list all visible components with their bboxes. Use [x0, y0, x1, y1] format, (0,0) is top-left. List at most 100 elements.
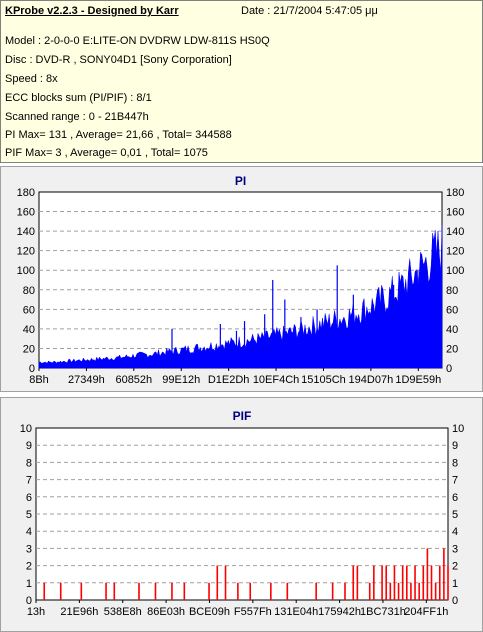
y-tick-label-right: 80 [446, 285, 458, 297]
chart-title: PIF [233, 409, 252, 423]
y-tick-label-right: 60 [446, 304, 458, 316]
y-tick-label-left: 4 [26, 526, 32, 538]
y-tick-label-right: 0 [446, 363, 452, 375]
pif-bar [43, 582, 46, 600]
y-tick-label-left: 5 [26, 509, 32, 521]
y-tick-label-right: 140 [446, 226, 464, 238]
y-tick-label-left: 2 [26, 561, 32, 573]
y-tick-label-right: 4 [452, 526, 458, 538]
pif-bar [438, 565, 441, 600]
chart-title: PI [235, 174, 246, 188]
x-tick-label: 204FF1h [404, 606, 448, 618]
pi-chart-panel: PI 0 0 20 20 40 40 60 60 80 80 100 100 120 120 140 140 16… [0, 166, 483, 392]
x-tick-label: 131E04h [274, 606, 318, 618]
y-tick-label-left: 6 [26, 492, 32, 504]
pif-bar [154, 582, 157, 600]
info-disc: Disc : DVD-R , SONY04D1 [Sony Corporatio… [5, 54, 232, 66]
x-tick-label: 1BC731h [360, 606, 406, 618]
x-tick-label: 60852h [115, 374, 152, 386]
x-tick-label: F557Fh [234, 606, 272, 618]
pif-bar [113, 582, 116, 600]
pif-bar [356, 565, 359, 600]
pif-bar [393, 565, 396, 600]
y-tick-label-right: 20 [446, 343, 458, 355]
pif-bar [352, 565, 355, 600]
y-tick-label-left: 0 [26, 595, 32, 607]
y-tick-label-left: 7 [26, 475, 32, 487]
y-tick-label-left: 9 [26, 440, 32, 452]
pif-bar [397, 582, 400, 600]
scan-date: Date : 21/7/2004 5:47:05 μμ [241, 5, 378, 17]
pif-bar [216, 565, 219, 600]
x-tick-label: 13h [27, 606, 45, 618]
pif-bar [447, 565, 449, 600]
pi-series-area [38, 225, 443, 369]
pif-bar [224, 565, 227, 600]
y-tick-label-left: 20 [23, 343, 35, 355]
info-speed: Speed : 8x [5, 73, 58, 85]
info-panel: KProbe v2.2.3 - Designed by Karr Date : … [0, 0, 483, 163]
y-tick-label-right: 100 [446, 265, 464, 277]
y-tick-label-left: 160 [17, 207, 35, 219]
pif-chart-panel: PIF 0 0 1 1 2 2 3 3 4 4 5 5 6 6 7 7 8 8 9 9 10 10 13h 21E96h 538E… [0, 397, 483, 632]
info-pi-summary: PI Max= 131 , Average= 21,66 , Total= 34… [5, 129, 232, 141]
y-tick-label-left: 180 [17, 187, 35, 199]
x-tick-label: 538E8h [104, 606, 142, 618]
pif-bar [183, 582, 186, 600]
info-range: Scanned range : 0 - 21B447h [5, 111, 149, 123]
pif-bar [410, 582, 412, 600]
pif-bar [105, 582, 107, 600]
pif-bar [381, 565, 383, 600]
y-tick-label-right: 180 [446, 187, 464, 199]
x-tick-label: 21E96h [60, 606, 98, 618]
pif-bar [389, 582, 392, 600]
y-tick-label-right: 7 [452, 475, 458, 487]
y-tick-label-left: 1 [26, 578, 32, 590]
x-tick-label: D1E2Dh [208, 374, 250, 386]
y-tick-label-left: 140 [17, 226, 35, 238]
pif-bar [208, 582, 210, 600]
x-tick-label: 27349h [68, 374, 105, 386]
info-model: Model : 2-0-0-0 E:LITE-ON DVDRW LDW-811S… [5, 35, 270, 47]
y-tick-label-left: 8 [26, 457, 32, 469]
x-tick-label: 175942h [318, 606, 361, 618]
y-tick-label-left: 60 [23, 304, 35, 316]
pif-bar [368, 582, 371, 600]
y-tick-label-right: 5 [452, 509, 458, 521]
y-tick-label-right: 40 [446, 324, 458, 336]
pif-bar [249, 582, 252, 600]
x-tick-label: 15105Ch [301, 374, 346, 386]
pif-bar [422, 565, 425, 600]
y-tick-label-left: 80 [23, 285, 35, 297]
x-tick-label: BCE09h [189, 606, 230, 618]
y-tick-label-left: 100 [17, 265, 35, 277]
pif-bar [344, 582, 346, 600]
pif-bar [426, 548, 429, 600]
y-tick-label-left: 40 [23, 324, 35, 336]
pif-bar [418, 582, 420, 600]
y-tick-label-right: 10 [452, 423, 464, 435]
x-tick-label: 10EF4Ch [253, 374, 299, 386]
y-tick-label-left: 10 [20, 423, 32, 435]
pif-bar [315, 582, 317, 600]
pif-chart: PIF 0 0 1 1 2 2 3 3 4 4 5 5 6 6 7 7 8 8 9 9 10 10 13h 21E96h 538E… [20, 409, 465, 618]
y-tick-label-right: 2 [452, 561, 458, 573]
pif-bar [406, 565, 408, 600]
pif-bar [414, 565, 416, 600]
pif-bar [138, 582, 140, 600]
y-tick-label-right: 9 [452, 440, 458, 452]
pif-bar [286, 582, 289, 600]
pif-bar [171, 582, 173, 600]
y-tick-label-right: 1 [452, 578, 458, 590]
x-tick-label: 1D9E59h [395, 374, 441, 386]
pif-bar [430, 565, 433, 600]
pif-bar [443, 548, 445, 600]
pif-bar [80, 582, 83, 600]
y-tick-label-right: 6 [452, 492, 458, 504]
info-pif-summary: PIF Max= 3 , Average= 0,01 , Total= 1075 [5, 147, 208, 159]
y-tick-label-right: 0 [452, 595, 458, 607]
y-tick-label-right: 160 [446, 207, 464, 219]
pif-bar [237, 582, 239, 600]
pi-chart: PI 0 0 20 20 40 40 60 60 80 80 100 100 120 120 140 140 16… [17, 174, 465, 386]
pif-bar [270, 582, 272, 600]
